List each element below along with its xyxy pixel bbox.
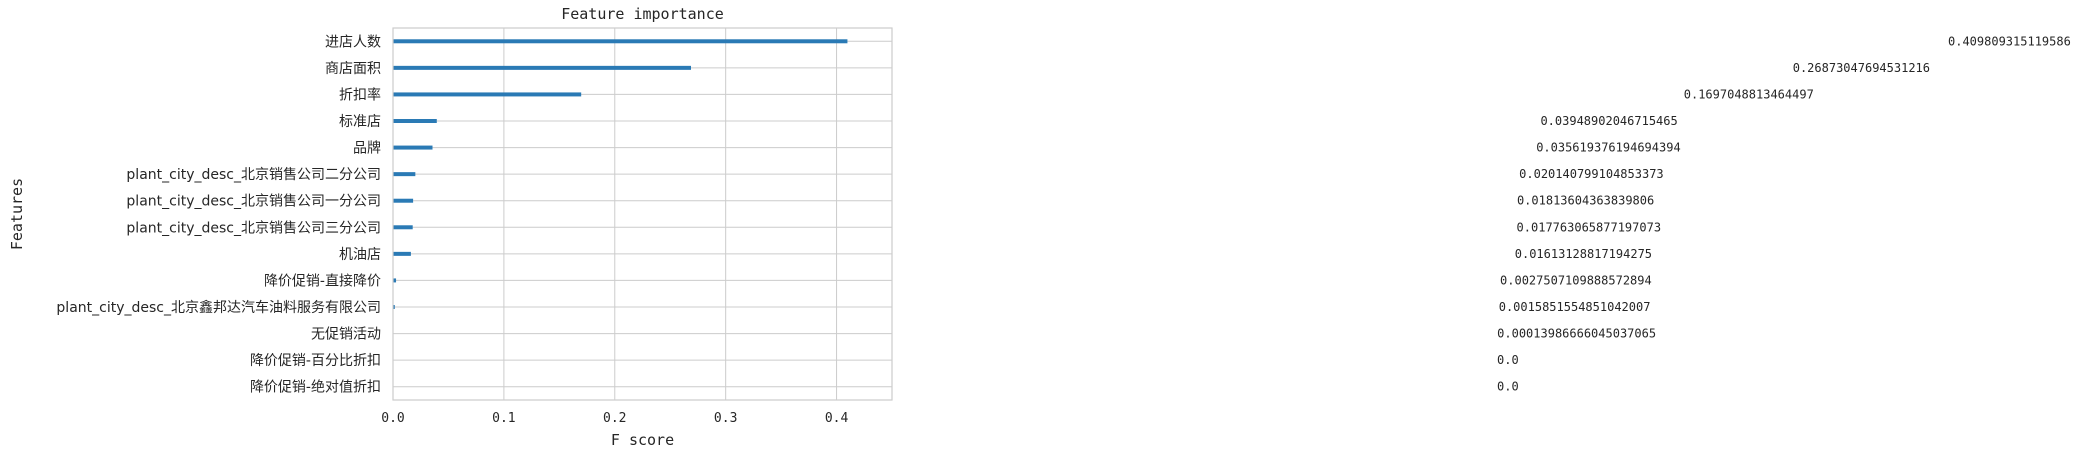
bar-value-label: 0.0027507109888572894 [1500, 273, 1652, 287]
x-tick-label: 0.1 [492, 411, 515, 426]
y-tick-label: 降价促销-绝对值折扣 [250, 380, 381, 396]
x-tick-label: 0.3 [714, 411, 737, 426]
bar-value-label: 0.035619376194694394 [1536, 141, 1681, 155]
bar-value-label: 0.00013986666045037065 [1497, 327, 1656, 341]
bar-value-label: 0.1697048813464497 [1684, 87, 1814, 101]
plot-background [393, 28, 892, 400]
chart-title: Feature importance [561, 5, 724, 23]
y-axis-title: Features [8, 178, 26, 250]
y-tick-label: plant_city_desc_北京鑫邦达汽车油料服务有限公司 [56, 299, 381, 316]
bar [393, 119, 437, 123]
bar [393, 145, 433, 150]
x-tick-labels: 0.0 0.1 0.2 0.3 0.4 [381, 411, 848, 426]
bar-value-label: 0.409809315119586 [1948, 34, 2071, 48]
y-tick-label: 进店人数 [325, 34, 381, 50]
bar-value-label: 0.26873047694531216 [1793, 61, 1930, 75]
bar [393, 39, 848, 44]
x-tick-label: 0.0 [381, 411, 404, 426]
y-tick-label: plant_city_desc_北京销售公司一分公司 [126, 194, 381, 210]
y-tick-label: 降价促销-直接降价 [264, 272, 381, 289]
bar [393, 65, 691, 70]
value-labels: 0.409809315119586 0.26873047694531216 0.16… [1497, 34, 2071, 393]
bar [393, 305, 395, 309]
y-tick-label: 折扣率 [339, 86, 381, 103]
bar [393, 92, 582, 97]
y-tick-label: plant_city_desc_北京销售公司三分公司 [126, 220, 381, 236]
bar-value-label: 0.020140799104853373 [1519, 167, 1664, 181]
bar-value-label: 0.0 [1497, 353, 1519, 367]
bar [393, 172, 416, 177]
bar-value-label: 0.017763065877197073 [1517, 220, 1662, 234]
bar-value-label: 0.0015851554851042007 [1499, 300, 1651, 314]
y-tick-label: 商店面积 [325, 61, 381, 77]
y-tick-label: 标准店 [339, 114, 381, 130]
y-tick-label: 无促销活动 [311, 327, 381, 343]
bar [393, 198, 414, 203]
y-tick-label: 品牌 [353, 140, 381, 157]
x-tick-label: 0.4 [825, 411, 849, 426]
x-axis-title: F score [611, 431, 674, 449]
bar [393, 225, 413, 230]
bar-value-label: 0.0 [1497, 380, 1519, 394]
bar [393, 278, 397, 283]
plot-frame [392, 27, 893, 401]
bar-value-label: 0.01813604363839806 [1517, 194, 1654, 208]
bar [393, 251, 411, 256]
bar-value-label: 0.01613128817194275 [1515, 247, 1652, 261]
bar-value-label: 0.03948902046715465 [1540, 114, 1677, 128]
y-tick-label: plant_city_desc_北京销售公司二分公司 [126, 167, 381, 183]
y-tick-label: 降价促销-百分比折扣 [250, 353, 381, 369]
y-tick-label: 机油店 [339, 247, 381, 263]
x-tick-label: 0.2 [603, 411, 626, 426]
